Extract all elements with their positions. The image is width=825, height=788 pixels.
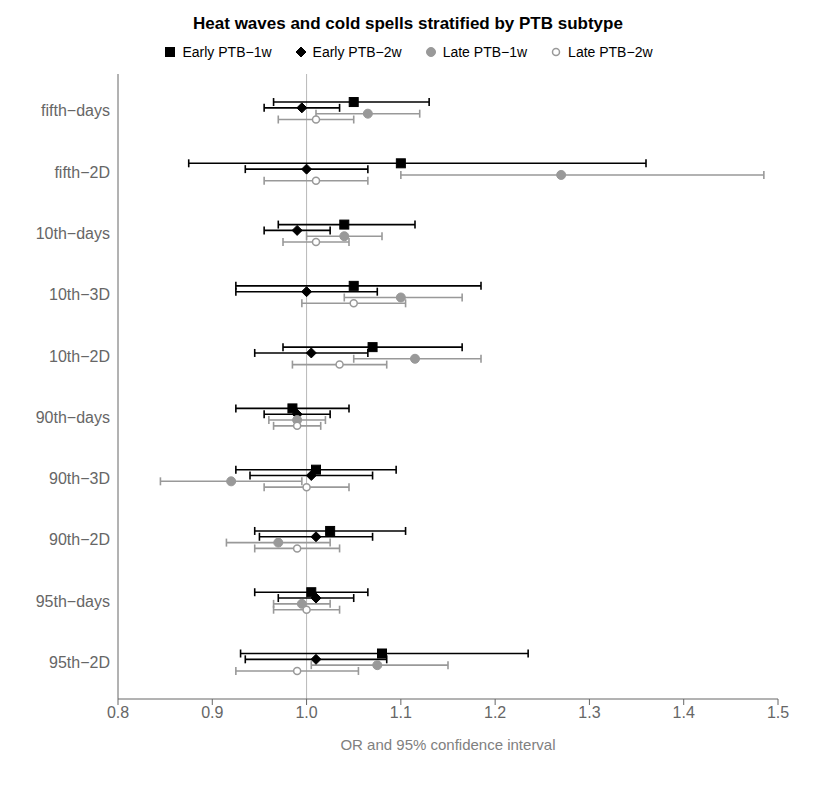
svg-text:10th−2D: 10th−2D bbox=[49, 348, 110, 365]
svg-text:90th−days: 90th−days bbox=[36, 409, 110, 426]
svg-text:fifth−days: fifth−days bbox=[41, 102, 110, 119]
svg-text:1.1: 1.1 bbox=[390, 704, 412, 721]
svg-text:90th−2D: 90th−2D bbox=[49, 531, 110, 548]
svg-text:95th−2D: 95th−2D bbox=[49, 654, 110, 671]
svg-text:10th−3D: 10th−3D bbox=[49, 286, 110, 303]
html-text:Early PTB−1w: Early PTB−1w bbox=[182, 44, 272, 60]
svg-text:fifth−2D: fifth−2D bbox=[54, 164, 110, 181]
svg-text:0.8: 0.8 bbox=[107, 704, 129, 721]
svg-text:1.3: 1.3 bbox=[578, 704, 600, 721]
svg-text:95th−days: 95th−days bbox=[36, 593, 110, 610]
html-text:Early PTB−2w: Early PTB−2w bbox=[312, 44, 402, 60]
svg-text:1.2: 1.2 bbox=[484, 704, 506, 721]
svg-text:1.4: 1.4 bbox=[673, 704, 695, 721]
svg-text:1.0: 1.0 bbox=[295, 704, 317, 721]
svg-text:OR and 95% confidence interval: OR and 95% confidence interval bbox=[340, 736, 555, 753]
svg-text:0.9: 0.9 bbox=[201, 704, 223, 721]
svg-text:90th−3D: 90th−3D bbox=[49, 470, 110, 487]
svg-text:1.5: 1.5 bbox=[767, 704, 789, 721]
svg-text:10th−days: 10th−days bbox=[36, 225, 110, 242]
html-text:Late PTB−2w: Late PTB−2w bbox=[568, 44, 653, 60]
html-text:Late PTB−1w: Late PTB−1w bbox=[442, 44, 528, 60]
html-text:Heat waves and cold spells str: Heat waves and cold spells stratified by… bbox=[193, 14, 623, 33]
